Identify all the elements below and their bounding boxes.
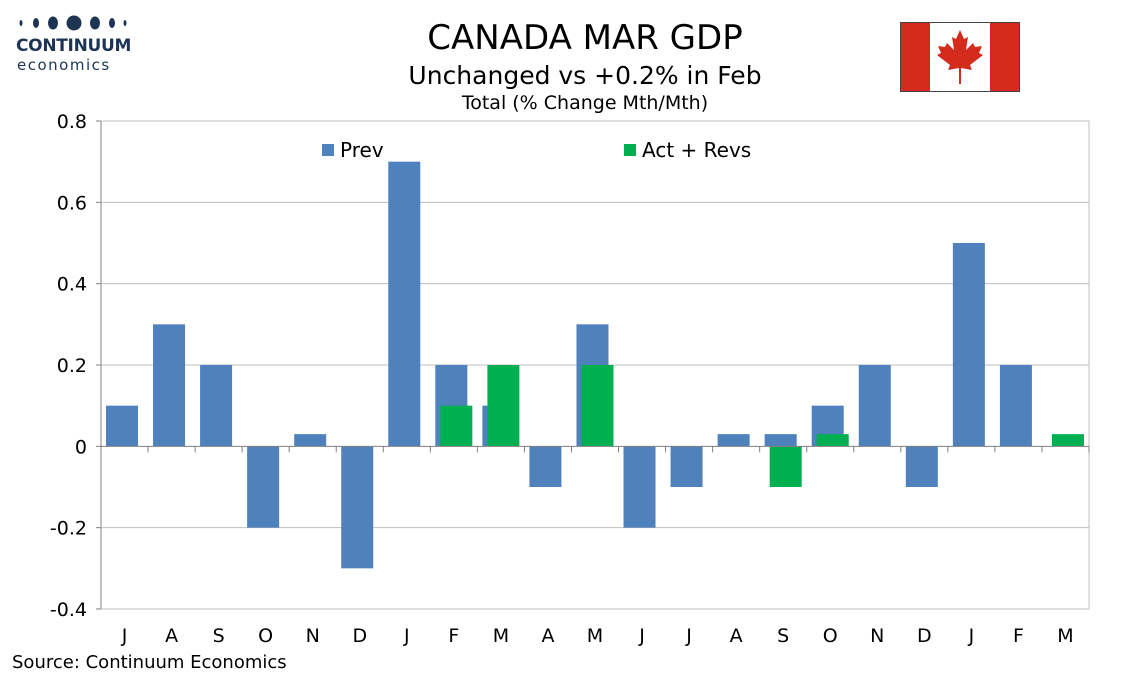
x-tick-label: F [448,625,459,647]
chart-subsubtitle: Total (% Change Mth/Mth) [461,92,709,114]
continuum-logo: CONTINUUM economics [14,14,134,76]
logo-sub-text: economics [17,56,111,74]
bar-act-revs [581,365,614,447]
x-tick-label: N [306,625,320,647]
x-tick-label: D [917,625,932,647]
bar-prev [858,365,891,447]
legend-prev-swatch [322,144,334,156]
bar-prev [388,161,421,447]
bar-prev [952,243,985,447]
x-tick-label: N [870,625,884,647]
bar-prev [341,446,374,569]
chart-title: CANADA MAR GDP [427,18,743,58]
x-tick-label: S [777,625,789,647]
y-tick-label: 0.8 [57,111,87,133]
x-tick-label: M [587,625,603,647]
x-tick-label: F [1013,625,1024,647]
x-tick-label: M [493,625,509,647]
y-tick-label: 0 [75,436,87,458]
y-tick-label: -0.2 [50,518,87,540]
bar-prev [529,446,562,487]
bar-prev [153,324,186,447]
chart-subtitle: Unchanged vs +0.2% in Feb [408,61,762,90]
x-tick-label: O [823,625,838,647]
bar-prev [623,446,656,528]
bar-prev [200,365,233,447]
bar-act-revs [440,405,473,447]
x-tick-label: A [165,625,178,647]
logo-brand-text: CONTINUUM [16,36,132,56]
x-tick-label: J [121,625,128,647]
bar-prev [999,365,1032,447]
y-tick-label: 0.4 [57,274,87,296]
x-tick-label: M [1057,625,1073,647]
legend-act-revs-swatch [624,144,636,156]
canada-flag-icon [900,22,1020,92]
x-tick-label: J [638,625,645,647]
x-tick-label: A [541,625,554,647]
y-tick-label: 0.2 [57,355,87,377]
x-tick-label: O [258,625,273,647]
bar-prev [905,446,938,487]
y-tick-label: 0.6 [57,192,87,214]
x-tick-label: J [685,625,692,647]
x-tick-label: A [730,625,743,647]
y-tick-label: -0.4 [50,599,87,621]
bar-prev [717,434,750,447]
bar-prev [106,405,138,447]
logo-dots-icon [19,15,127,31]
bar-act-revs [1051,434,1084,447]
legend-prev-label: Prev [340,138,384,162]
source-note: Source: Continuum Economics [12,652,287,673]
bar-act-revs [769,446,802,487]
bar-act-revs [487,365,520,447]
x-tick-label: J [968,625,975,647]
bar-prev [247,446,280,528]
bar-act-revs [816,434,849,447]
x-tick-label: J [403,625,410,647]
bar-prev [670,446,703,487]
legend-act-revs-label: Act + Revs [642,138,751,162]
bar-prev [294,434,327,447]
x-tick-label: D [352,625,367,647]
bar-prev [764,434,797,447]
x-tick-label: S [213,625,225,647]
